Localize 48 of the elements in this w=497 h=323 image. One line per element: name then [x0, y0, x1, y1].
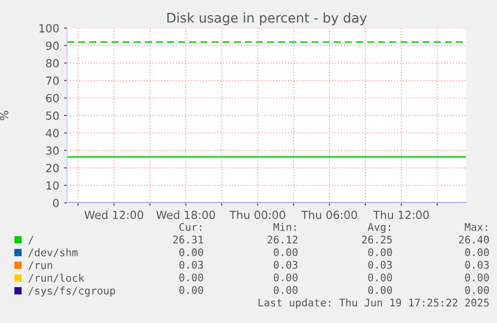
text: 0.00 [179, 273, 204, 282]
legend-label: /run/lock [28, 274, 84, 283]
text: 0.00 [274, 273, 298, 282]
x-tick-label: Thu 12:00 [373, 210, 429, 220]
text: 0.00 [465, 286, 489, 294]
chart-title: Disk usage in percent - by day [167, 12, 367, 26]
y-tick-label: 60 [46, 94, 59, 102]
y-tick-label: 50 [46, 111, 59, 120]
text: Max: [464, 223, 488, 231]
y-tick-label: 0 [53, 198, 59, 208]
text: Last update: Thu Jun 19 17:25:22 2025 [258, 298, 489, 309]
text: 0.03 [179, 260, 203, 269]
text: 0.00 [179, 286, 204, 294]
text: Min: [274, 222, 296, 231]
text: Avg: [368, 223, 390, 233]
y-tick-label: 20 [46, 164, 59, 172]
text: 0.00 [274, 286, 298, 294]
y-tick-label: 10 [46, 181, 59, 190]
y-tick-label: 40 [46, 128, 59, 138]
text: 26.31 [173, 236, 204, 244]
text: Cur: [179, 223, 202, 231]
text: 26.40 [458, 236, 489, 244]
legend-label: /sys/fs/cgroup [28, 286, 116, 297]
text: 0.00 [368, 286, 392, 294]
text: 0.00 [274, 248, 298, 256]
y-tick-label: 90 [46, 42, 59, 50]
text: 0.03 [274, 260, 298, 269]
text: 0.00 [465, 273, 489, 282]
text: 0.00 [465, 248, 489, 256]
y-tick-label: 70 [46, 76, 59, 85]
y-axis-title: % [0, 110, 8, 120]
text: 26.25 [362, 236, 392, 244]
legend-label: / [28, 236, 34, 244]
text: 0.03 [465, 260, 489, 269]
y-tick-label: 80 [46, 59, 59, 68]
text: 0.03 [368, 260, 392, 269]
x-tick-label: Wed 12:00 [84, 210, 144, 220]
x-tick-label: Thu 00:00 [229, 210, 286, 220]
y-tick-label: 100 [39, 24, 59, 32]
y-tick-label: 30 [46, 146, 59, 155]
text: 0.00 [179, 248, 204, 256]
text: 0.00 [368, 273, 392, 282]
legend-label: /dev/shm [28, 248, 78, 258]
text: 26.12 [268, 236, 298, 244]
text: 0.00 [368, 248, 392, 256]
x-tick-label: Wed 18:00 [156, 210, 215, 220]
legend-label: /run [28, 261, 52, 270]
x-tick-label: Thu 06:00 [301, 210, 357, 220]
